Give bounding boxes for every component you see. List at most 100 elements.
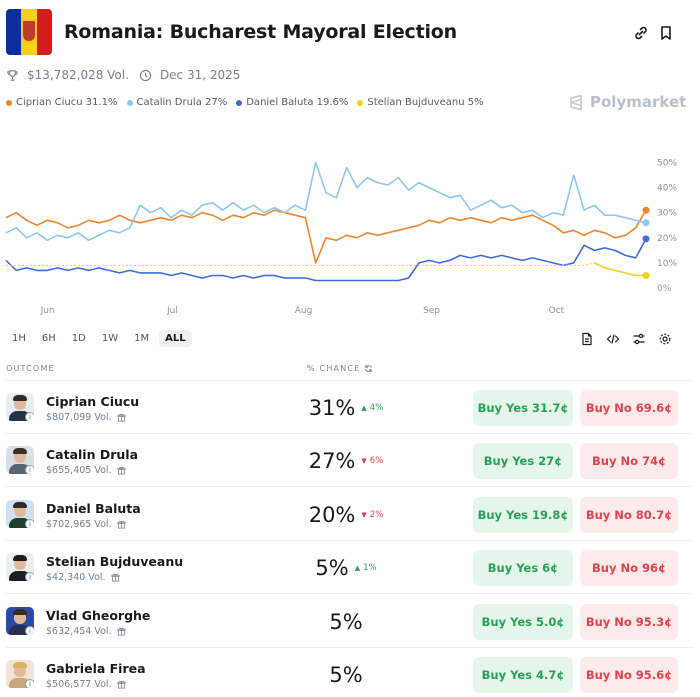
document-icon[interactable] [580, 332, 594, 346]
x-tick-label: Jul [166, 306, 178, 316]
timeframe-1w[interactable]: 1W [101, 333, 119, 344]
buy-no-button[interactable]: Buy No 96¢ [580, 550, 678, 587]
buy-no-button[interactable]: Buy No 95.6¢ [580, 657, 678, 693]
candidate-name[interactable]: Ciprian Ciucu [46, 394, 140, 409]
buy-yes-label: Buy Yes [481, 668, 532, 682]
embed-code-icon[interactable] [606, 332, 620, 346]
chance-change-value: 4% [369, 403, 384, 413]
candidate-name[interactable]: Gabriela Firea [46, 661, 146, 676]
buy-yes-label: Buy Yes [487, 561, 539, 576]
series-end-point [642, 219, 650, 227]
info-icon[interactable]: i [25, 412, 34, 421]
buy-yes-price: 31.7¢ [531, 401, 569, 415]
market-header: Romania: Bucharest Mayoral Election [6, 9, 694, 59]
clock-icon [139, 69, 152, 81]
outcome-row[interactable]: i Stelian Bujduveanu $42,340 Vol. 5% ▲ 1% Buy … [6, 541, 694, 595]
candidate-volume: $702,965 Vol. [46, 519, 126, 530]
column-header-chance-label: % CHANCE [307, 364, 361, 373]
chance-change: ▲ 1% [355, 563, 377, 573]
table-header-divider [6, 380, 694, 381]
settings-gear-icon[interactable] [658, 332, 672, 346]
timeframe-1d[interactable]: 1D [71, 333, 86, 344]
info-icon[interactable]: i [25, 518, 34, 528]
gift-icon [117, 680, 126, 689]
timeframe-1m[interactable]: 1M [134, 333, 150, 344]
polymarket-logo: Polymarket [568, 93, 686, 111]
chance-change: ▼ 6% [361, 456, 383, 466]
candidate-name[interactable]: Catalin Drula [46, 447, 138, 463]
buy-yes-label: Buy Yes [477, 401, 528, 415]
buy-no-button[interactable]: Buy No 69.6¢ [580, 390, 678, 426]
candidate-volume-value: $655,405 Vol. [46, 465, 112, 477]
y-tick-label: 30% [657, 209, 677, 219]
info-icon[interactable]: i [25, 465, 34, 475]
info-icon[interactable]: i [25, 679, 34, 688]
chance-change: ▼ 2% [361, 510, 383, 520]
timeframe-selector: 1H 6H 1D 1W 1M ALL [6, 330, 196, 347]
candidate-avatar: i [6, 553, 34, 582]
buy-yes-label: Buy Yes [481, 614, 532, 629]
candidate-volume: $632,454 Vol. [46, 626, 126, 637]
refresh-icon[interactable] [364, 364, 373, 373]
bookmark-icon[interactable] [658, 25, 674, 41]
info-icon[interactable]: i [25, 625, 34, 635]
y-tick-label: 40% [657, 184, 677, 194]
candidate-volume: $655,405 Vol. [46, 465, 126, 476]
filter-sliders-icon[interactable] [632, 332, 646, 346]
arrow-down-icon: ▼ [361, 510, 367, 519]
x-tick-label: Jun [40, 306, 55, 316]
candidate-volume-value: $42,340 Vol. [46, 572, 106, 584]
outcome-row[interactable]: i Vlad Gheorghe $632,454 Vol. 5% Buy Yes 5.0¢… [6, 595, 694, 648]
trophy-icon [7, 69, 18, 81]
buy-no-price: 95.6¢ [635, 668, 673, 682]
buy-yes-button[interactable]: Buy Yes 31.7¢ [473, 390, 573, 426]
outcome-row[interactable]: i Daniel Baluta $702,965 Vol. 20% ▼ 2% Buy Yes… [6, 488, 694, 541]
arrow-up-icon: ▲ [361, 404, 367, 412]
buy-yes-button[interactable]: Buy Yes 5.0¢ [473, 603, 573, 640]
timeframe-all[interactable]: ALL [159, 330, 192, 347]
arrow-up-icon: ▲ [354, 564, 361, 573]
chance-value: 27% [308, 449, 356, 474]
y-tick-label: 50% [657, 159, 677, 169]
timeframe-1h[interactable]: 1H [12, 333, 26, 344]
legend-label: Catalin Drula 27% [136, 97, 228, 108]
chance-value: 5% [329, 663, 363, 687]
legend-label: Ciprian Ciucu 31.1% [16, 97, 118, 108]
link-icon[interactable] [633, 25, 649, 41]
buy-no-button[interactable]: Buy No 80.7¢ [580, 496, 678, 533]
buy-yes-button[interactable]: Buy Yes 27¢ [473, 443, 573, 480]
chance-cell: 27% ▼ 6% [306, 448, 386, 474]
chance-value: 5% [329, 609, 363, 634]
chance-value: 31% [308, 396, 356, 420]
x-tick-label: Aug [295, 306, 313, 316]
outcome-row[interactable]: i Gabriela Firea $506,577 Vol. 5% Buy Yes 4.7… [6, 648, 694, 697]
gift-icon [111, 573, 120, 582]
buy-yes-button[interactable]: Buy Yes 4.7¢ [473, 657, 573, 693]
buy-no-price: 80.7¢ [635, 507, 673, 522]
x-tick-label: Oct [549, 306, 565, 316]
timeframe-6h[interactable]: 6H [41, 333, 56, 344]
romania-flag-icon [6, 9, 52, 55]
legend-color-swatch [236, 99, 243, 106]
buy-no-label: Buy No [585, 401, 632, 415]
buy-no-button[interactable]: Buy No 74¢ [580, 443, 678, 480]
candidate-name[interactable]: Daniel Baluta [46, 500, 141, 516]
buy-yes-price: 27¢ [538, 454, 563, 469]
buy-yes-price: 5.0¢ [536, 614, 565, 629]
buy-no-button[interactable]: Buy No 95.3¢ [580, 603, 678, 640]
legend-label: Daniel Baluta 19.6% [246, 97, 349, 108]
gift-icon [117, 627, 126, 636]
series-line [5, 238, 647, 282]
buy-yes-button[interactable]: Buy Yes 6¢ [473, 550, 573, 587]
candidate-name[interactable]: Stelian Bujduveanu [46, 554, 184, 570]
y-tick-label: 20% [657, 234, 677, 244]
buy-yes-button[interactable]: Buy Yes 19.8¢ [473, 496, 573, 533]
outcome-row[interactable]: i Ciprian Ciucu $807,099 Vol. 31% ▲ 4% Buy Yes… [6, 381, 694, 434]
arrow-down-icon: ▼ [361, 457, 367, 466]
price-history-chart[interactable]: 0% 10% 20% 30% 40% 50% Jun Jul Aug Sep Oct [0, 140, 700, 320]
page-title: Romania: Bucharest Mayoral Election [64, 21, 457, 43]
outcome-row[interactable]: i Catalin Drula $655,405 Vol. 27% ▼ 6% Buy Yes… [6, 434, 694, 488]
info-icon[interactable]: i [25, 572, 34, 582]
candidate-name[interactable]: Vlad Gheorghe [46, 607, 151, 623]
column-header-chance[interactable]: % CHANCE [307, 364, 373, 373]
